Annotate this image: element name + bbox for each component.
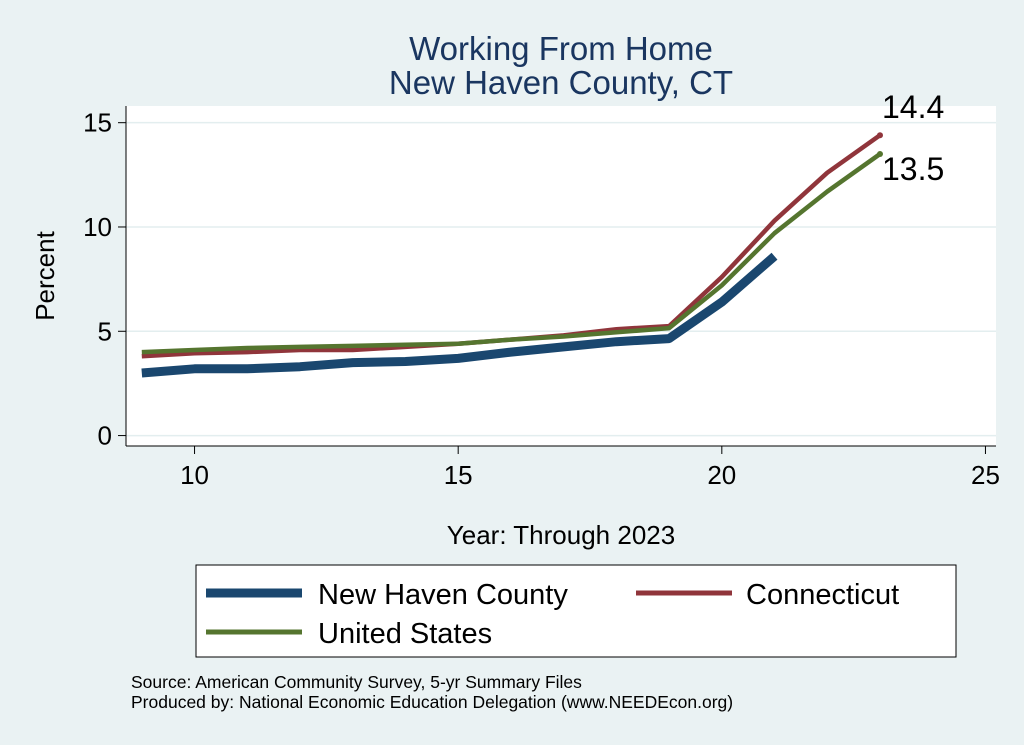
legend-label-united-states: United States: [318, 618, 492, 650]
legend-label-new-haven: New Haven County: [318, 579, 568, 611]
y-tick-label-5: 5: [98, 316, 112, 346]
y-tick-label-10: 10: [83, 212, 112, 242]
series-united-states-end-label: 13.5: [882, 151, 944, 187]
legend-label-connecticut: Connecticut: [746, 579, 899, 611]
series-new-haven-county: [141, 252, 778, 378]
y-tick-label-0: 0: [98, 421, 112, 451]
producer-note: Produced by: National Economic Education…: [131, 692, 734, 712]
y-axis-title: Percent: [30, 230, 60, 320]
chart-title-line-2: New Haven County, CT: [389, 64, 733, 101]
series-connecticut-end-marker: [877, 132, 883, 139]
end-labels: 14.4 13.5: [877, 89, 944, 187]
series-united-states-end-marker: [877, 150, 883, 157]
axes: 0 5 10 15 10 15 20 25: [83, 106, 1000, 490]
series-connecticut-end-label: 14.4: [882, 89, 944, 125]
x-tick-label-20: 20: [707, 460, 736, 490]
x-tick-label-15: 15: [444, 460, 473, 490]
legend: New Haven County Connecticut United Stat…: [195, 564, 957, 658]
y-tick-label-15: 15: [83, 108, 112, 138]
x-tick-label-10: 10: [180, 460, 209, 490]
chart-title-line-1: Working From Home: [409, 30, 713, 67]
x-tick-label-25: 25: [971, 460, 1000, 490]
legend-box: [195, 564, 957, 658]
source-note: Source: American Community Survey, 5-yr …: [131, 672, 582, 692]
grid-lines: [126, 121, 996, 437]
series-united-states: [141, 152, 882, 355]
plot-area: [126, 106, 996, 446]
x-axis-title: Year: Through 2023: [447, 520, 675, 550]
series-lines: [141, 133, 882, 378]
